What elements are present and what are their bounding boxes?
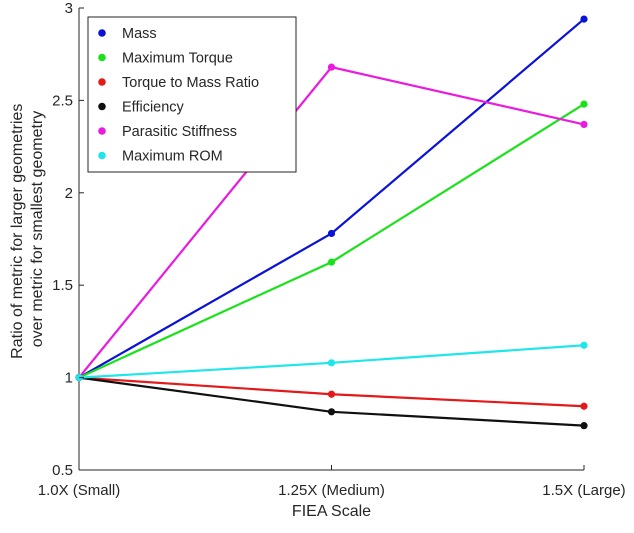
data-point xyxy=(327,229,336,238)
data-point xyxy=(327,258,336,266)
y-tick-label: 2 xyxy=(65,185,73,202)
legend-label: Mass xyxy=(122,26,157,42)
legend-label: Torque to Mass Ratio xyxy=(122,75,259,91)
legend-label: Maximum Torque xyxy=(122,51,233,67)
data-point xyxy=(580,402,588,410)
x-tick-group: 1.0X (Small) 1.25X (Medium) 1.5X (Large) xyxy=(38,465,626,499)
data-point xyxy=(580,422,588,430)
y-tick-label: 3 xyxy=(65,0,73,17)
y-axis-label-line-1: Ratio of metric for larger geometries xyxy=(9,104,26,359)
legend-marker xyxy=(98,151,106,160)
y-tick-label: 1.5 xyxy=(52,277,73,294)
legend-item: Efficiency xyxy=(98,100,185,116)
y-tick-group: 0.5 1 1.5 2 2.5 3 xyxy=(52,0,84,479)
data-point xyxy=(580,341,588,349)
data-point xyxy=(327,63,336,71)
x-tick-label: 1.5X (Large) xyxy=(542,482,625,499)
legend-item: Mass xyxy=(98,26,157,42)
legend-item: Parasitic Stiffness xyxy=(98,124,237,140)
x-axis-label: FIEA Scale xyxy=(292,503,371,520)
y-axis-label: Ratio of metric for larger geometries ov… xyxy=(9,99,46,359)
legend-item: Torque to Mass Ratio xyxy=(98,75,259,91)
y-tick-label: 2.5 xyxy=(52,92,73,109)
legend-marker xyxy=(98,29,106,37)
legend-item: Maximum Torque xyxy=(98,51,233,67)
series-maximum-rom xyxy=(75,341,588,382)
data-point xyxy=(327,359,336,367)
legend: Mass Maximum Torque Torque to Mass Ratio Ef… xyxy=(87,16,297,173)
y-tick-label: 0.5 xyxy=(52,462,73,479)
legend-label: Efficiency xyxy=(122,100,185,116)
series-group xyxy=(75,15,588,430)
data-point xyxy=(580,120,588,129)
legend-label: Parasitic Stiffness xyxy=(122,124,237,140)
legend-marker xyxy=(98,127,106,135)
x-tick-label: 1.25X (Medium) xyxy=(278,482,385,499)
legend-marker xyxy=(98,102,106,111)
y-tick-label: 1 xyxy=(65,370,73,387)
legend-item: Maximum ROM xyxy=(98,149,223,165)
x-tick-label: 1.0X (Small) xyxy=(38,482,121,499)
legend-marker xyxy=(98,53,106,62)
legend-box xyxy=(87,16,297,173)
data-point xyxy=(580,15,588,23)
y-axis-label-line-2: over metric for smallest geometry xyxy=(29,111,46,348)
data-point xyxy=(580,100,588,108)
data-point xyxy=(327,390,336,398)
legend-marker xyxy=(98,78,106,86)
data-point xyxy=(327,408,336,416)
series-torque-to-mass-ratio xyxy=(75,374,588,410)
legend-label: Maximum ROM xyxy=(122,149,223,165)
